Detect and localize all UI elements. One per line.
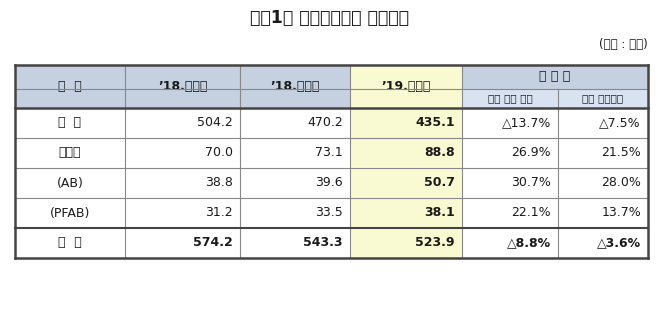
Bar xyxy=(350,65,462,89)
Bar xyxy=(462,65,558,89)
Bar xyxy=(15,108,125,138)
Text: 합  계: 합 계 xyxy=(58,237,82,249)
Text: 13.7%: 13.7% xyxy=(602,207,641,219)
Bar xyxy=(350,198,462,228)
Text: △13.7%: △13.7% xyxy=(502,116,551,130)
Bar xyxy=(15,65,125,89)
Text: 일  반: 일 반 xyxy=(59,116,81,130)
Bar xyxy=(462,228,558,258)
Bar xyxy=(240,65,350,89)
Text: 22.1%: 22.1% xyxy=(512,207,551,219)
Bar xyxy=(15,228,125,258)
Bar xyxy=(15,168,125,198)
Text: 28.0%: 28.0% xyxy=(601,177,641,189)
Text: 26.9%: 26.9% xyxy=(512,146,551,160)
Bar xyxy=(558,198,648,228)
Text: ’18.하반기: ’18.하반기 xyxy=(270,80,320,93)
Bar xyxy=(558,89,648,108)
Bar xyxy=(350,138,462,168)
Bar xyxy=(462,89,558,108)
Text: 523.9: 523.9 xyxy=(416,237,455,249)
Bar xyxy=(240,89,350,108)
Text: ’18.상반기: ’18.상반기 xyxy=(158,80,207,93)
Text: 39.6: 39.6 xyxy=(315,177,343,189)
Text: 435.1: 435.1 xyxy=(415,116,455,130)
Text: 유동화: 유동화 xyxy=(59,146,81,160)
Text: 전년 동기 대비: 전년 동기 대비 xyxy=(488,94,532,104)
Bar xyxy=(558,168,648,198)
Bar xyxy=(15,198,125,228)
Bar xyxy=(125,228,240,258)
Bar xyxy=(350,168,462,198)
Text: (PFAB): (PFAB) xyxy=(50,207,90,219)
Text: ’19.상반기: ’19.상반기 xyxy=(381,80,431,93)
Bar xyxy=(350,89,462,108)
Bar xyxy=(462,198,558,228)
Text: 33.5: 33.5 xyxy=(315,207,343,219)
Bar xyxy=(125,138,240,168)
Bar xyxy=(240,168,350,198)
Text: 직전 반기대비: 직전 반기대비 xyxy=(582,94,623,104)
Text: 504.2: 504.2 xyxy=(197,116,233,130)
Text: 50.7: 50.7 xyxy=(424,177,455,189)
Bar xyxy=(125,65,240,89)
Text: 30.7%: 30.7% xyxy=(511,177,551,189)
Bar xyxy=(350,228,462,258)
Text: △8.8%: △8.8% xyxy=(507,237,551,249)
Bar xyxy=(125,89,240,108)
Bar xyxy=(125,168,240,198)
Bar xyxy=(15,138,125,168)
Text: 증 감 률: 증 감 률 xyxy=(539,70,570,84)
Bar xyxy=(240,138,350,168)
Text: 38.1: 38.1 xyxy=(424,207,455,219)
Text: 543.3: 543.3 xyxy=(303,237,343,249)
Text: 38.8: 38.8 xyxy=(205,177,233,189)
Text: (단위 : 조원): (단위 : 조원) xyxy=(600,38,648,52)
Bar xyxy=(558,108,648,138)
Text: △7.5%: △7.5% xyxy=(600,116,641,130)
Bar xyxy=(462,138,558,168)
Text: 《퍐1》 전자단기사체 발행현황: 《퍐1》 전자단기사체 발행현황 xyxy=(251,9,410,27)
Text: 21.5%: 21.5% xyxy=(602,146,641,160)
Bar xyxy=(125,198,240,228)
Text: 88.8: 88.8 xyxy=(424,146,455,160)
Bar xyxy=(240,108,350,138)
Text: (AB): (AB) xyxy=(57,177,83,189)
Text: 470.2: 470.2 xyxy=(307,116,343,130)
Bar xyxy=(558,138,648,168)
Bar xyxy=(462,168,558,198)
Text: 구  분: 구 분 xyxy=(58,80,82,93)
Bar xyxy=(240,198,350,228)
Text: 70.0: 70.0 xyxy=(205,146,233,160)
Bar xyxy=(15,89,125,108)
Bar xyxy=(125,108,240,138)
Bar xyxy=(558,65,648,89)
Bar xyxy=(462,108,558,138)
Text: 73.1: 73.1 xyxy=(315,146,343,160)
Bar xyxy=(240,228,350,258)
Text: 574.2: 574.2 xyxy=(193,237,233,249)
Text: △3.6%: △3.6% xyxy=(597,237,641,249)
Bar xyxy=(350,108,462,138)
Text: 31.2: 31.2 xyxy=(206,207,233,219)
Bar xyxy=(558,228,648,258)
